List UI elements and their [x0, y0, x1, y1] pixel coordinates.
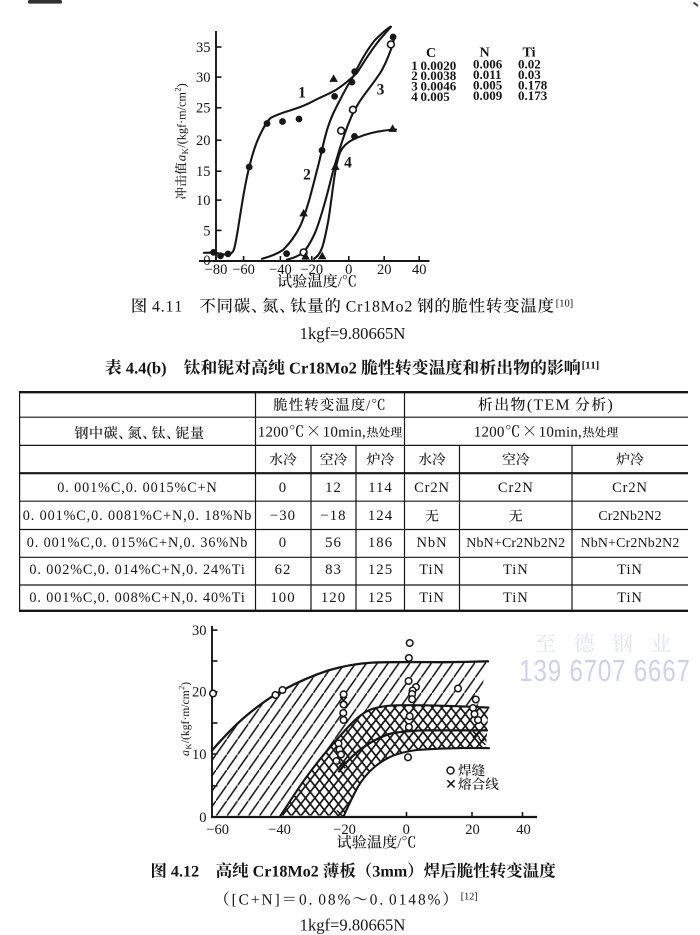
svg-text:124: 124	[368, 508, 393, 524]
svg-text:0.006: 0.006	[473, 57, 503, 72]
svg-text:Cr2N: Cr2N	[414, 480, 450, 496]
svg-text:125: 125	[368, 590, 393, 606]
svg-text:186: 186	[368, 535, 393, 551]
svg-text:125: 125	[368, 562, 393, 578]
svg-text:10: 10	[192, 747, 207, 763]
svg-text:0.009: 0.009	[473, 88, 503, 103]
svg-text:−18: −18	[320, 508, 346, 524]
svg-text:0.02: 0.02	[518, 57, 541, 72]
svg-text:35: 35	[196, 40, 211, 56]
svg-text:TiN: TiN	[617, 590, 643, 606]
svg-text:TiN: TiN	[419, 590, 445, 606]
svg-text:0. 001%C,0. 008%C+N,0. 40%Ti: 0. 001%C,0. 008%C+N,0. 40%Ti	[29, 590, 245, 606]
svg-text:20: 20	[192, 684, 207, 700]
svg-text:0: 0	[199, 810, 206, 826]
svg-text:114: 114	[368, 480, 393, 496]
svg-text:0: 0	[279, 480, 287, 496]
svg-text:−60: −60	[232, 262, 255, 278]
svg-text:NbN+Cr2Nb2N2: NbN+Cr2Nb2N2	[581, 536, 680, 551]
svg-text:0: 0	[345, 262, 352, 278]
svg-text:−40: −40	[268, 822, 291, 838]
svg-text:−80: −80	[205, 262, 228, 278]
svg-text:NbN+Cr2Nb2N2: NbN+Cr2Nb2N2	[466, 536, 565, 551]
svg-text:0. 002%C,0. 014%C+N,0. 24%Ti: 0. 002%C,0. 014%C+N,0. 24%Ti	[29, 562, 245, 578]
svg-text:25: 25	[196, 101, 211, 117]
svg-text:1: 1	[411, 58, 418, 73]
svg-text:TiN: TiN	[503, 590, 529, 606]
svg-text:Cr2Nb2N2: Cr2Nb2N2	[598, 509, 661, 524]
svg-text:0. 001%C,0. 015%C+N,0. 36%Nb: 0. 001%C,0. 015%C+N,0. 36%Nb	[27, 535, 249, 551]
svg-text:2: 2	[303, 167, 311, 184]
svg-text:0.005: 0.005	[421, 89, 451, 104]
svg-text:120: 120	[321, 590, 346, 606]
svg-text:0.03: 0.03	[518, 67, 541, 82]
svg-text:20: 20	[377, 262, 392, 278]
svg-text:40: 40	[516, 822, 531, 838]
svg-text:0: 0	[279, 535, 287, 551]
svg-text:0. 001%C,0. 0015%C+N: 0. 001%C,0. 0015%C+N	[57, 480, 217, 496]
svg-text:20: 20	[196, 133, 211, 149]
svg-text:0.178: 0.178	[518, 77, 548, 92]
svg-text:TiN: TiN	[503, 562, 529, 578]
svg-text:0.005: 0.005	[473, 77, 503, 92]
svg-text:C: C	[426, 46, 436, 61]
svg-text:2: 2	[411, 68, 418, 83]
svg-text:0: 0	[403, 822, 410, 838]
svg-text:4: 4	[411, 89, 418, 104]
svg-text:1kgf=9.80665N: 1kgf=9.80665N	[300, 324, 406, 343]
svg-text:30: 30	[196, 70, 211, 86]
svg-text:10: 10	[196, 193, 211, 209]
svg-text:NbN: NbN	[417, 535, 448, 551]
svg-text:100: 100	[270, 590, 295, 606]
svg-text:TiN: TiN	[617, 562, 643, 578]
svg-text:0.011: 0.011	[473, 67, 502, 82]
svg-text:1: 1	[298, 85, 306, 102]
svg-text:N: N	[479, 45, 489, 60]
svg-text:−60: −60	[206, 822, 229, 838]
svg-text:30: 30	[192, 623, 207, 639]
svg-text:−40: −40	[269, 262, 292, 278]
svg-text:0. 001%C,0. 0081%C+N,0. 18%Nb: 0. 001%C,0. 0081%C+N,0. 18%Nb	[23, 508, 253, 524]
svg-text:0: 0	[203, 253, 210, 269]
svg-text:−20: −20	[333, 822, 356, 838]
svg-text:3: 3	[411, 79, 418, 94]
svg-text:0.0046: 0.0046	[421, 79, 457, 94]
svg-text:−30: −30	[270, 508, 296, 524]
svg-text:Cr2N: Cr2N	[612, 480, 648, 496]
svg-text:−20: −20	[300, 262, 323, 278]
svg-text:5: 5	[203, 223, 210, 239]
svg-text:4: 4	[344, 155, 352, 172]
svg-text:0.173: 0.173	[518, 88, 548, 103]
svg-text:83: 83	[325, 562, 342, 578]
svg-text:12: 12	[325, 480, 342, 496]
svg-text:139 6707 6667: 139 6707 6667	[519, 653, 690, 688]
svg-text:Cr2N: Cr2N	[498, 480, 534, 496]
svg-text:15: 15	[196, 164, 211, 180]
svg-text:3: 3	[377, 82, 385, 99]
svg-text:62: 62	[275, 562, 292, 578]
svg-text:40: 40	[412, 262, 427, 278]
svg-text:1kgf=9.80665N: 1kgf=9.80665N	[300, 916, 406, 935]
svg-text:0.0020: 0.0020	[421, 58, 457, 73]
svg-text:0.0038: 0.0038	[421, 68, 457, 83]
svg-text:Ti: Ti	[523, 46, 536, 61]
svg-text:TiN: TiN	[419, 562, 445, 578]
svg-text:56: 56	[325, 535, 342, 551]
svg-text:20: 20	[465, 822, 480, 838]
